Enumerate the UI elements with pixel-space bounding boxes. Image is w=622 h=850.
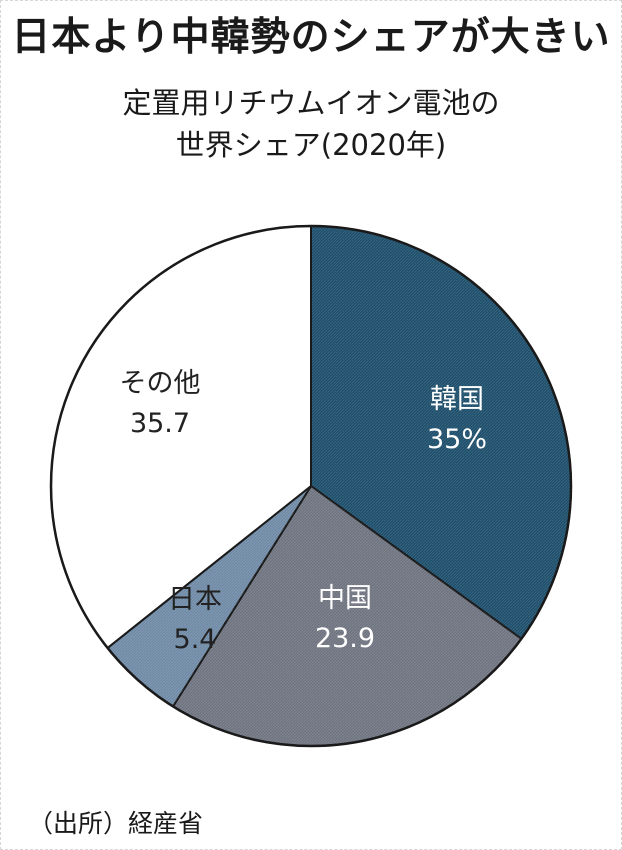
- pie-slice-texture-2: [173, 486, 522, 746]
- subtitle-line-1: 定置用リチウムイオン電池の: [122, 86, 500, 120]
- slice-value-3: 5.4: [174, 624, 217, 655]
- chart-subtitle: 定置用リチウムイオン電池の 世界シェア(2020年): [0, 82, 622, 166]
- chart-title: 日本より中韓勢のシェアが大きい: [11, 15, 611, 60]
- pie-outline: [49, 224, 573, 748]
- slice-value-4: 35.7: [130, 408, 190, 439]
- pie-slice-texture-1: [311, 226, 571, 639]
- subtitle-line-2: 世界シェア(2020年): [175, 128, 447, 162]
- pie-slice-texture-3: [107, 486, 311, 707]
- slice-value-2: 23.9: [315, 623, 375, 654]
- slice-label-1: 韓国: [430, 384, 484, 415]
- source-note: （出所）経産省: [28, 809, 204, 838]
- slice-label-2: 中国: [318, 583, 372, 614]
- slice-label-3: 日本: [168, 584, 222, 615]
- slice-value-1: 35%: [427, 424, 487, 455]
- slice-label-4: その他: [120, 368, 201, 399]
